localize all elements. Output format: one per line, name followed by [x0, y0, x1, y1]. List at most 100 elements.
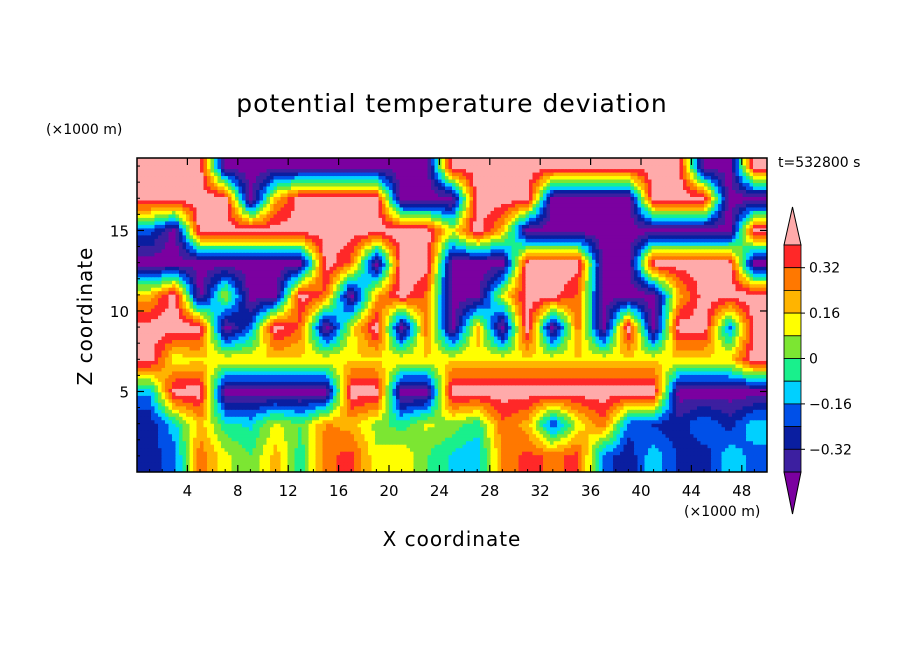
field-cell [760, 381, 765, 386]
field-cell [693, 468, 698, 472]
field-cell [564, 468, 569, 472]
field-cell [280, 409, 285, 414]
field-cell [147, 451, 152, 456]
field-cell [511, 391, 516, 396]
field-cell [151, 405, 156, 410]
field-cell [739, 388, 744, 393]
field-cell [319, 458, 324, 463]
field-cell [350, 430, 355, 435]
field-cell [595, 416, 600, 421]
field-cell [270, 419, 275, 424]
field-cell [634, 447, 639, 452]
field-cell [536, 416, 541, 421]
field-cell [249, 451, 254, 456]
field-cell [469, 416, 474, 421]
field-cell [651, 451, 656, 456]
field-cell [224, 388, 229, 393]
field-cell [686, 461, 691, 466]
field-cell [427, 468, 432, 472]
field-cell [228, 433, 233, 438]
field-cell [746, 468, 751, 472]
field-cell [711, 447, 716, 452]
field-cell [739, 451, 744, 456]
field-cell [683, 402, 688, 407]
field-cell [655, 381, 660, 386]
field-cell [182, 461, 187, 466]
field-cell [354, 405, 359, 410]
field-cell [539, 423, 544, 428]
field-cell [543, 388, 548, 393]
field-cell [336, 444, 341, 449]
field-cell [459, 412, 464, 417]
field-cell [189, 405, 194, 410]
field-cell [700, 398, 705, 403]
field-cell [137, 454, 142, 459]
field-cell [466, 405, 471, 410]
field-cell [571, 437, 576, 442]
field-cell [753, 458, 758, 463]
field-cell [284, 458, 289, 463]
field-cell [424, 437, 429, 442]
field-cell [165, 447, 170, 452]
field-cell [221, 419, 226, 424]
field-cell [413, 416, 418, 421]
field-cell [763, 447, 767, 452]
field-cell [567, 398, 572, 403]
field-cell [431, 381, 436, 386]
field-cell [515, 391, 520, 396]
field-cell [693, 458, 698, 463]
field-cell [326, 416, 331, 421]
field-cell [280, 416, 285, 421]
field-cell [718, 423, 723, 428]
field-cell [487, 447, 492, 452]
field-cell [420, 430, 425, 435]
field-cell [410, 412, 415, 417]
field-cell [175, 398, 180, 403]
field-cell [763, 377, 767, 382]
field-cell [249, 468, 254, 472]
field-cell [298, 433, 303, 438]
field-cell [203, 384, 208, 389]
field-cell [151, 416, 156, 421]
field-cell [644, 444, 649, 449]
field-cell [448, 409, 453, 414]
field-cell [357, 468, 362, 472]
field-cell [284, 381, 289, 386]
field-cell [627, 409, 632, 414]
field-cell [410, 454, 415, 459]
field-cell [305, 391, 310, 396]
field-cell [301, 412, 306, 417]
field-cell [585, 384, 590, 389]
field-cell [609, 405, 614, 410]
field-cell [158, 374, 163, 379]
field-cell [375, 426, 380, 431]
field-cell [294, 437, 299, 442]
field-cell [585, 391, 590, 396]
field-cell [336, 402, 341, 407]
field-cell [476, 440, 481, 445]
field-cell [616, 454, 621, 459]
field-cell [634, 465, 639, 470]
field-cell [158, 440, 163, 445]
field-cell [249, 384, 254, 389]
field-cell [441, 388, 446, 393]
field-cell [536, 437, 541, 442]
field-cell [564, 381, 569, 386]
field-cell [728, 451, 733, 456]
field-cell [277, 461, 282, 466]
field-cell [256, 419, 261, 424]
field-cell [564, 461, 569, 466]
field-cell [417, 465, 422, 470]
field-cell [396, 409, 401, 414]
field-cell [340, 381, 345, 386]
field-cell [420, 377, 425, 382]
field-cell [592, 430, 597, 435]
field-cell [711, 423, 716, 428]
field-cell [599, 377, 604, 382]
field-cell [427, 409, 432, 414]
field-cell [224, 374, 229, 379]
field-cell [732, 384, 737, 389]
field-cell [354, 430, 359, 435]
field-cell [329, 388, 334, 393]
field-cell [147, 416, 152, 421]
